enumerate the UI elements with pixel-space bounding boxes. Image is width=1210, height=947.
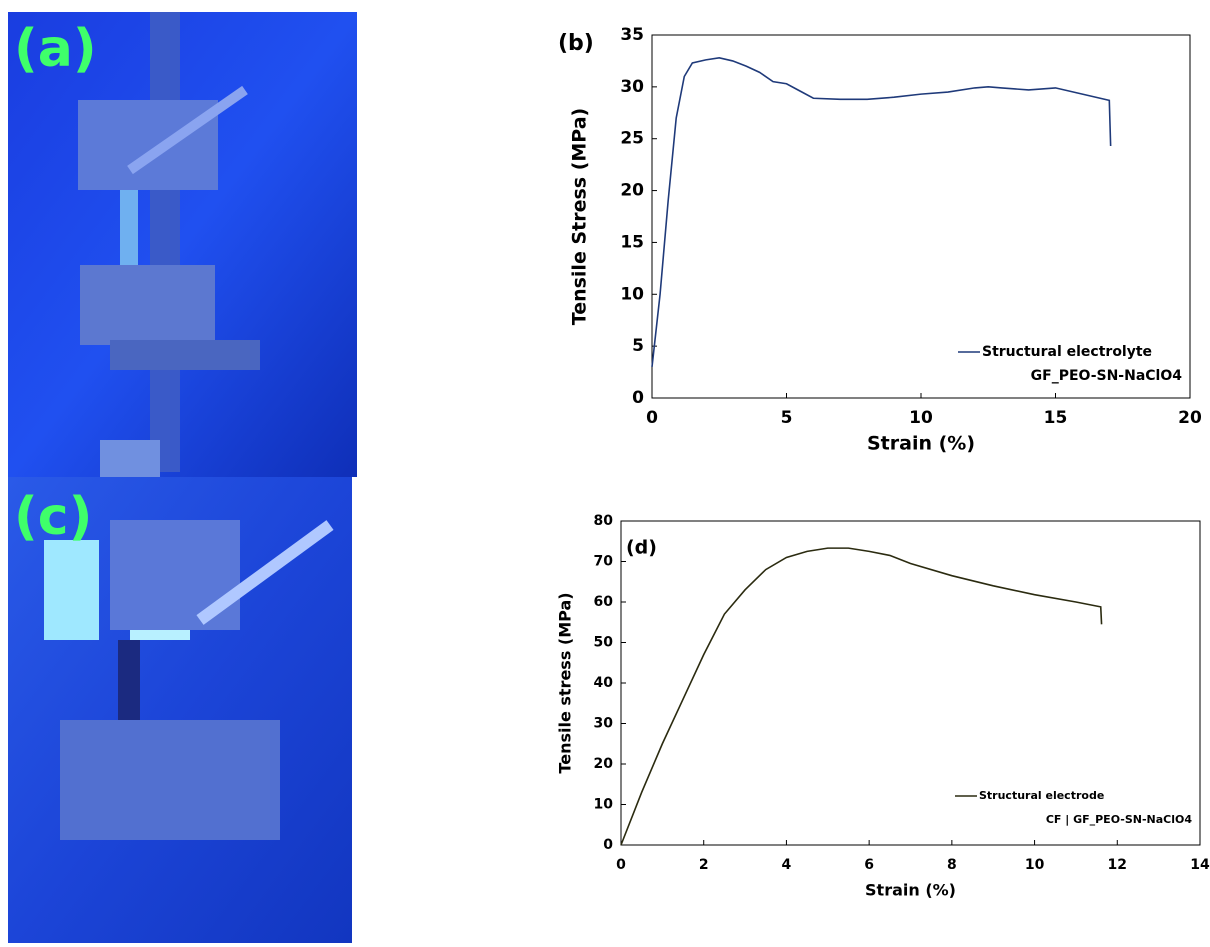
x-tick-label: 15 [1044,408,1068,428]
photo-a: (a) [8,12,357,477]
photo-c: (c) [8,477,352,943]
x-tick-label: 0 [616,857,626,873]
y-axis-title: Tensile stress (MPa) [556,592,575,773]
x-axis-title: Strain (%) [865,881,956,900]
x-tick-label: 10 [909,408,933,428]
y-tick-label: 20 [594,756,614,772]
y-tick-label: 30 [620,77,644,97]
x-axis-title: Strain (%) [867,433,975,455]
legend-label: Structural electrode [979,789,1104,802]
legend-note: CF | GF_PEO-SN-NaClO4 [1046,813,1193,826]
panel-label: (c) [14,487,92,547]
x-tick-label: 4 [782,857,792,873]
y-tick-label: 5 [632,336,644,356]
legend-note: GF_PEO-SN-NaClO4 [1031,368,1183,384]
x-tick-label: 20 [1178,408,1202,428]
x-tick-label: 12 [1108,857,1127,873]
y-tick-label: 30 [594,716,614,732]
y-tick-label: 0 [632,388,644,408]
plot-frame [620,520,1201,846]
y-tick-label: 40 [594,675,614,691]
y-tick-label: 15 [620,232,644,252]
data-line [651,57,1112,367]
y-tick-label: 50 [594,635,614,651]
y-tick-label: 35 [620,25,644,45]
y-tick-label: 60 [594,594,614,610]
y-tick-label: 70 [594,554,614,570]
x-tick-label: 8 [947,857,957,873]
y-tick-label: 80 [594,513,614,529]
x-tick-label: 6 [864,857,874,873]
x-tick-label: 10 [1025,857,1045,873]
panel-label: (d) [626,537,657,559]
y-tick-label: 10 [620,284,644,304]
panel-label: (a) [14,19,97,79]
y-axis-title: Tensile Stress (MPa) [569,108,591,325]
y-tick-label: 0 [603,837,613,853]
y-tick-label: 10 [594,797,614,813]
x-tick-label: 5 [781,408,793,428]
legend-label: Structural electrolyte [982,344,1152,360]
y-tick-label: 25 [620,129,644,149]
x-tick-label: 0 [646,408,658,428]
y-tick-label: 20 [620,181,644,201]
data-line [620,547,1103,846]
panel-label: (b) [558,31,594,56]
x-tick-label: 14 [1190,857,1210,873]
x-tick-label: 2 [699,857,709,873]
